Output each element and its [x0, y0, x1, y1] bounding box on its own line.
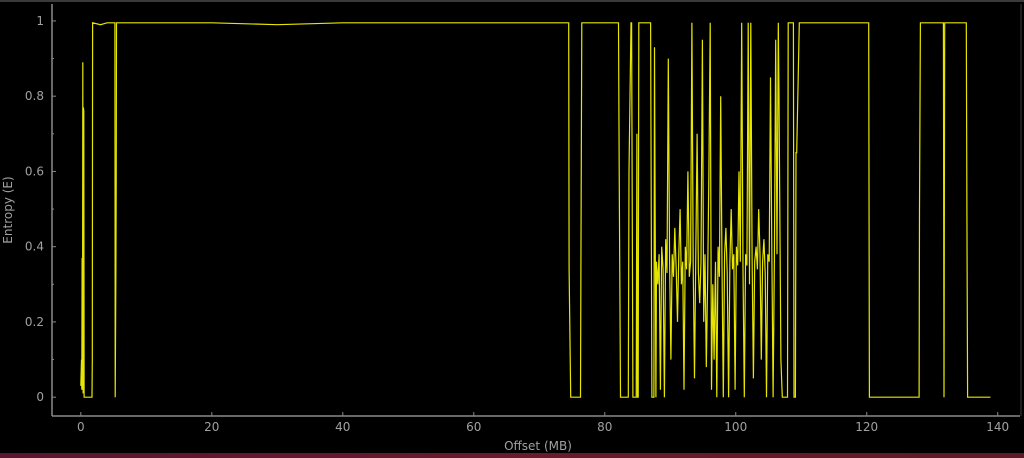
y-tick-label: 0.2: [25, 315, 44, 329]
window-top-border: [0, 0, 1024, 2]
entropy-series-line: [80, 22, 991, 398]
x-tick-label: 20: [204, 420, 219, 434]
x-tick-label: 140: [986, 420, 1009, 434]
x-tick-label: 60: [466, 420, 481, 434]
y-tick-label: 1: [36, 14, 44, 28]
x-axis-label: Offset (MB): [504, 439, 572, 453]
y-tick-label: 0.4: [25, 240, 44, 254]
taskbar-strip: [0, 453, 1024, 458]
x-tick-label: 80: [597, 420, 612, 434]
x-tick-label: 100: [724, 420, 747, 434]
y-tick-label: 0: [36, 390, 44, 404]
y-tick-label: 0.8: [25, 89, 44, 103]
x-tick-label: 120: [855, 420, 878, 434]
axes: 0 0.2 0.4 0.6 0.8 1 0 20 40 60 80 100 120 140: [25, 4, 1022, 434]
y-tick-label: 0.6: [25, 164, 44, 178]
x-tick-label: 0: [77, 420, 85, 434]
series-group: [80, 22, 991, 398]
x-tick-label: 40: [335, 420, 350, 434]
y-axis-label: Entropy (E): [1, 176, 15, 243]
